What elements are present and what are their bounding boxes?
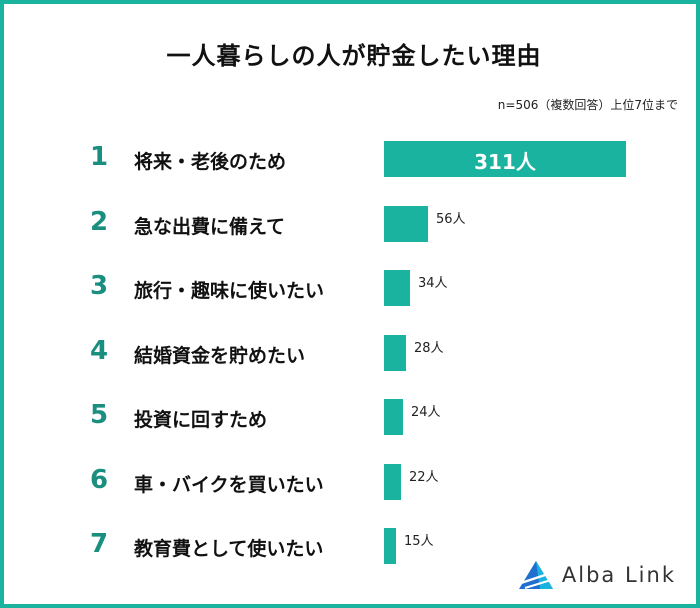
data-label: 28人 bbox=[414, 341, 444, 356]
chart-title: 一人暮らしの人が貯金したい理由 bbox=[166, 42, 542, 70]
logo-text: Alba Link bbox=[561, 563, 676, 587]
category-label: 教育費として使いたい bbox=[134, 538, 324, 560]
data-label: 24人 bbox=[411, 405, 441, 420]
data-label: 22人 bbox=[409, 470, 439, 485]
rank-number: 6 bbox=[89, 465, 109, 495]
bar bbox=[384, 206, 428, 242]
bar bbox=[384, 141, 626, 177]
data-label: 34人 bbox=[418, 276, 448, 291]
category-label: 旅行・趣味に使いたい bbox=[134, 280, 325, 302]
category-label: 将来・老後のため bbox=[134, 151, 287, 173]
data-label: 56人 bbox=[436, 212, 466, 227]
bar bbox=[384, 399, 403, 435]
bar bbox=[384, 464, 401, 500]
data-label: 15人 bbox=[404, 534, 434, 549]
category-label: 急な出費に備えて bbox=[134, 216, 286, 238]
rank-number: 4 bbox=[89, 336, 109, 366]
sample-note: n=506（複数回答）上位7位まで bbox=[497, 98, 678, 112]
rank-number: 5 bbox=[89, 400, 109, 430]
bar bbox=[384, 528, 396, 564]
category-label: 車・バイクを買いたい bbox=[134, 474, 324, 496]
alba-link-logo-icon bbox=[518, 561, 553, 589]
category-label: 結婚資金を貯めたい bbox=[134, 345, 306, 367]
bar bbox=[384, 335, 406, 371]
rank-number: 1 bbox=[89, 142, 109, 172]
bar bbox=[384, 270, 410, 306]
rank-number: 2 bbox=[89, 207, 109, 237]
category-label: 投資に回すため bbox=[134, 409, 268, 431]
data-label: 311人 bbox=[474, 150, 536, 174]
rank-number: 3 bbox=[89, 271, 109, 301]
rank-number: 7 bbox=[89, 529, 109, 559]
alba-link-logo: Alba Link bbox=[518, 560, 676, 590]
